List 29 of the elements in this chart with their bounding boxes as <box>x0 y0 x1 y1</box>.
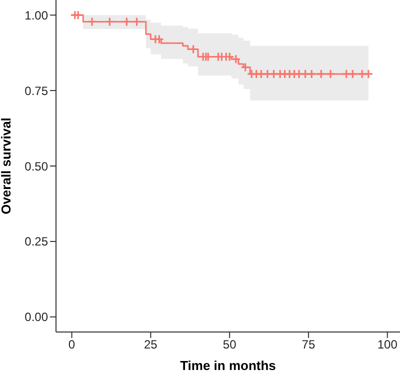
point <box>122 16 132 27</box>
point <box>294 69 304 79</box>
y-tick-label: 0.25 <box>24 234 48 249</box>
point <box>262 69 272 79</box>
point <box>342 69 352 79</box>
y-tick-label: 0.50 <box>24 159 48 174</box>
point <box>104 16 114 27</box>
point <box>188 44 198 54</box>
point <box>87 16 97 27</box>
point <box>326 69 336 79</box>
y-tick-label: 1.00 <box>24 8 48 22</box>
x-tick-label: 0 <box>68 338 76 352</box>
x-tick-label: 100 <box>377 338 398 352</box>
point <box>364 69 374 79</box>
point <box>268 69 279 79</box>
x-axis-title: Time in months <box>180 358 276 373</box>
y-tick-label: 0.00 <box>24 310 48 324</box>
point <box>316 69 326 79</box>
point <box>348 69 358 79</box>
point <box>306 69 316 79</box>
point <box>300 69 310 79</box>
point <box>357 69 367 79</box>
point <box>132 16 142 27</box>
y-axis-title: Overall survival <box>0 118 14 214</box>
y-tick-label: 0.75 <box>24 84 48 98</box>
x-tick-label: 25 <box>144 338 158 352</box>
point <box>256 69 266 79</box>
x-tick-label: 50 <box>222 338 237 352</box>
x-tick-label: 75 <box>302 338 316 352</box>
